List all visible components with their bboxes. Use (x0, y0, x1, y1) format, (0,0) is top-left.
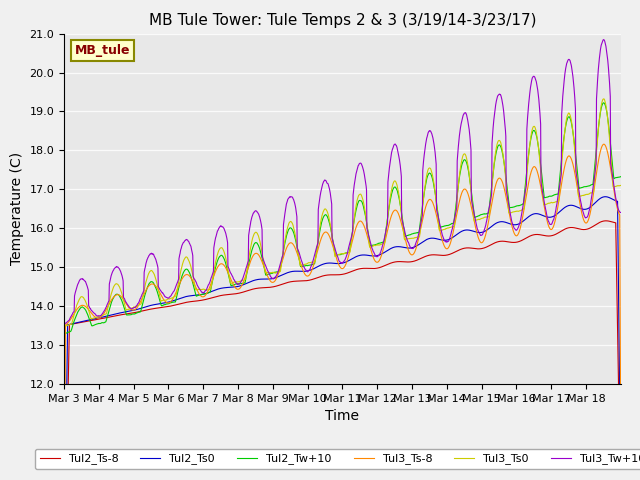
Tul2_Ts-8 (610, 219, 618, 225)
Tul2_Ts0 (602, 194, 609, 200)
Line: Tul3_Ts-8: Tul3_Ts-8 (64, 144, 621, 480)
Tul3_Ts0 (556, 194, 563, 200)
Tul2_Tw+10 (328, 231, 335, 237)
Tul3_Tw+10 (617, 210, 625, 216)
Tul3_Ts-8 (617, 451, 625, 457)
Tul2_Tw+10 (617, 174, 625, 180)
Tul3_Ts0 (617, 182, 625, 188)
Tul2_Tw+10 (610, 176, 618, 181)
Title: MB Tule Tower: Tule Temps 2 & 3 (3/19/14-3/23/17): MB Tule Tower: Tule Temps 2 & 3 (3/19/14… (148, 13, 536, 28)
Tul2_Ts-8 (602, 218, 610, 224)
Tul3_Ts0 (317, 216, 325, 222)
Tul2_Tw+10 (556, 182, 563, 188)
Tul3_Ts0 (60, 323, 68, 329)
Line: Tul2_Ts-8: Tul2_Ts-8 (64, 221, 621, 480)
Line: Tul3_Ts0: Tul3_Ts0 (64, 99, 621, 326)
Legend: Tul2_Ts-8, Tul2_Ts0, Tul2_Tw+10, Tul3_Ts-8, Tul3_Ts0, Tul3_Tw+10: Tul2_Ts-8, Tul2_Ts0, Tul2_Tw+10, Tul3_Ts… (35, 449, 640, 469)
Tul2_Ts-8 (317, 274, 325, 279)
Line: Tul2_Ts0: Tul2_Ts0 (64, 197, 621, 480)
Tul3_Tw+10 (317, 188, 325, 193)
Tul3_Ts0 (610, 184, 618, 190)
Tul2_Tw+10 (600, 100, 607, 106)
Line: Tul3_Tw+10: Tul3_Tw+10 (64, 40, 621, 324)
Tul2_Ts0 (610, 197, 618, 203)
Tul3_Ts-8 (600, 141, 607, 147)
Tul2_Ts-8 (328, 272, 335, 278)
Tul3_Ts-8 (610, 187, 618, 193)
Tul3_Tw+10 (474, 227, 481, 232)
Tul3_Ts-8 (317, 236, 325, 241)
Tul3_Ts-8 (474, 232, 481, 238)
Tul3_Ts0 (474, 217, 481, 223)
X-axis label: Time: Time (325, 409, 360, 423)
Text: MB_tule: MB_tule (75, 44, 131, 57)
Tul2_Ts0 (328, 260, 335, 266)
Tul3_Ts0 (600, 96, 607, 102)
Tul3_Ts-8 (328, 240, 335, 245)
Tul3_Tw+10 (147, 251, 155, 257)
Tul3_Tw+10 (556, 186, 563, 192)
Tul2_Tw+10 (60, 331, 68, 336)
Tul3_Tw+10 (60, 321, 68, 326)
Y-axis label: Temperature (C): Temperature (C) (10, 152, 24, 265)
Tul2_Ts-8 (474, 246, 481, 252)
Tul3_Tw+10 (610, 183, 618, 189)
Tul2_Ts-8 (556, 229, 563, 235)
Tul3_Tw+10 (328, 201, 335, 207)
Tul2_Tw+10 (317, 222, 325, 228)
Tul2_Tw+10 (474, 214, 481, 219)
Line: Tul2_Tw+10: Tul2_Tw+10 (64, 103, 621, 334)
Tul2_Ts0 (317, 262, 325, 268)
Tul3_Tw+10 (600, 37, 607, 43)
Tul2_Tw+10 (147, 279, 155, 285)
Tul3_Ts-8 (556, 196, 563, 202)
Tul2_Ts0 (556, 209, 563, 215)
Tul2_Ts0 (147, 302, 155, 308)
Tul3_Ts0 (328, 231, 335, 237)
Tul3_Ts-8 (147, 281, 155, 287)
Tul3_Ts0 (147, 267, 155, 273)
Tul2_Ts0 (474, 229, 481, 235)
Tul2_Ts-8 (147, 306, 155, 312)
